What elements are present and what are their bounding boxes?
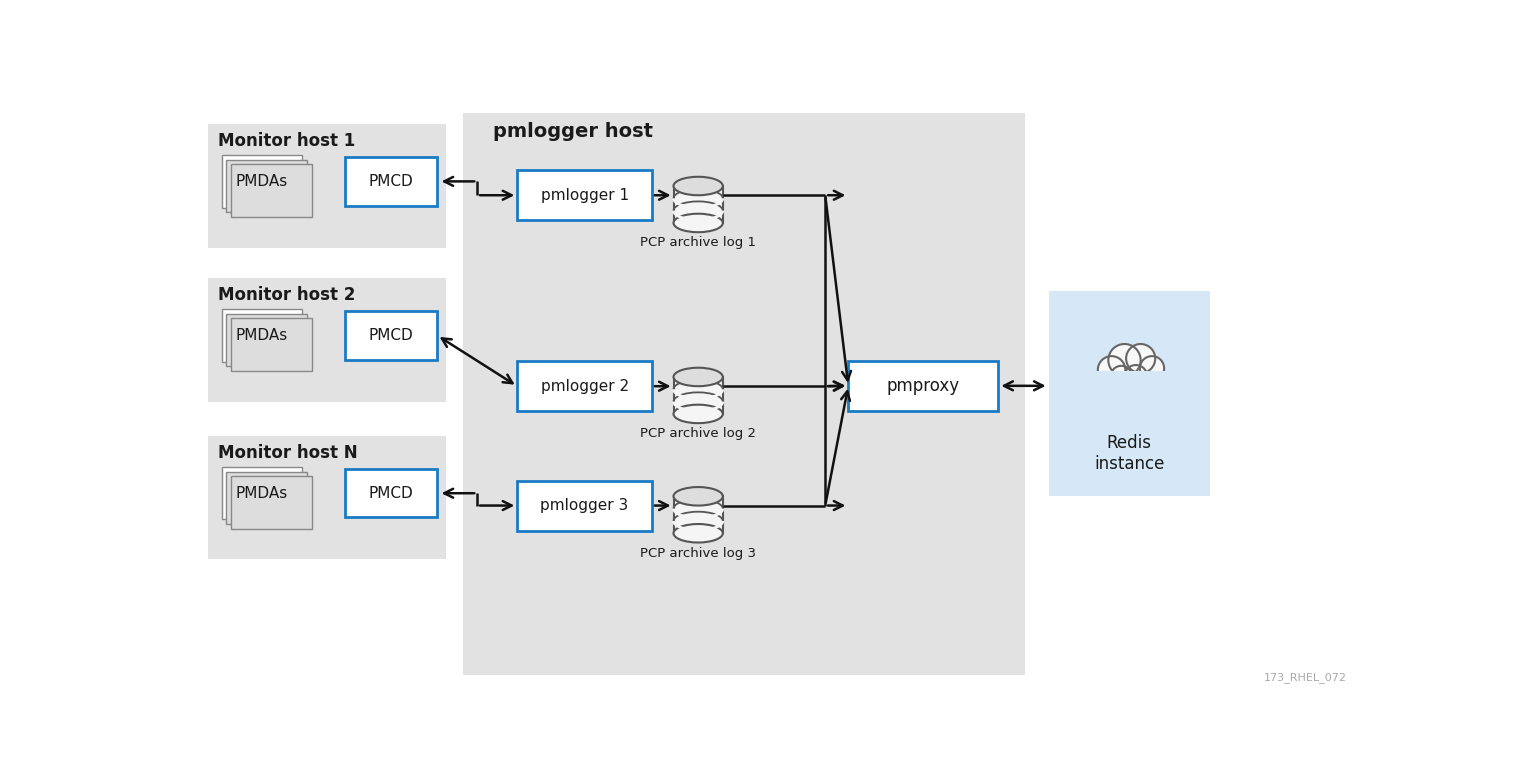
Bar: [222, 467, 302, 519]
Bar: [517, 480, 652, 530]
Bar: [222, 155, 302, 207]
Bar: [222, 309, 302, 362]
Bar: [231, 477, 312, 529]
Bar: [231, 318, 312, 370]
Bar: [517, 170, 652, 220]
Circle shape: [1125, 365, 1148, 388]
Ellipse shape: [673, 405, 724, 424]
Bar: [848, 361, 999, 411]
Ellipse shape: [673, 177, 724, 195]
Text: pmlogger 1: pmlogger 1: [541, 188, 629, 203]
Ellipse shape: [673, 214, 724, 232]
Text: Monitor host 2: Monitor host 2: [219, 286, 356, 304]
Text: PMDAs: PMDAs: [236, 174, 289, 189]
Text: Redis
instance: Redis instance: [1094, 434, 1164, 473]
Text: pmproxy: pmproxy: [886, 377, 961, 395]
Bar: [226, 314, 307, 366]
Bar: [208, 436, 447, 559]
Circle shape: [1097, 356, 1125, 384]
Bar: [673, 377, 724, 414]
Bar: [464, 113, 1026, 675]
Ellipse shape: [673, 524, 724, 543]
Circle shape: [1108, 344, 1140, 376]
Circle shape: [1126, 344, 1155, 373]
Bar: [673, 496, 724, 534]
Bar: [345, 157, 438, 206]
Text: pmlogger host: pmlogger host: [492, 122, 652, 141]
Text: PCP archive log 1: PCP archive log 1: [640, 236, 755, 250]
Text: Monitor host N: Monitor host N: [219, 444, 359, 463]
Bar: [345, 311, 438, 360]
Text: 173_RHEL_072: 173_RHEL_072: [1265, 672, 1347, 682]
Text: PMCD: PMCD: [368, 174, 413, 189]
Bar: [208, 124, 447, 247]
Text: PCP archive log 2: PCP archive log 2: [640, 427, 755, 441]
Text: pmlogger 3: pmlogger 3: [541, 498, 629, 513]
Text: PMCD: PMCD: [368, 328, 413, 343]
Bar: [1049, 292, 1210, 495]
Bar: [208, 278, 447, 402]
Text: PMDAs: PMDAs: [236, 328, 289, 343]
Circle shape: [1140, 356, 1164, 381]
Ellipse shape: [673, 367, 724, 386]
Bar: [1090, 371, 1169, 389]
Bar: [226, 472, 307, 524]
Text: PCP archive log 3: PCP archive log 3: [640, 547, 755, 560]
Bar: [517, 361, 652, 411]
Ellipse shape: [673, 487, 724, 505]
Bar: [231, 165, 312, 217]
Circle shape: [1111, 366, 1132, 387]
Text: PMCD: PMCD: [368, 486, 413, 501]
Bar: [226, 160, 307, 212]
Text: PMDAs: PMDAs: [236, 486, 289, 501]
Bar: [673, 186, 724, 223]
Text: pmlogger 2: pmlogger 2: [541, 379, 629, 394]
Text: Monitor host 1: Monitor host 1: [219, 133, 356, 151]
Bar: [345, 469, 438, 517]
